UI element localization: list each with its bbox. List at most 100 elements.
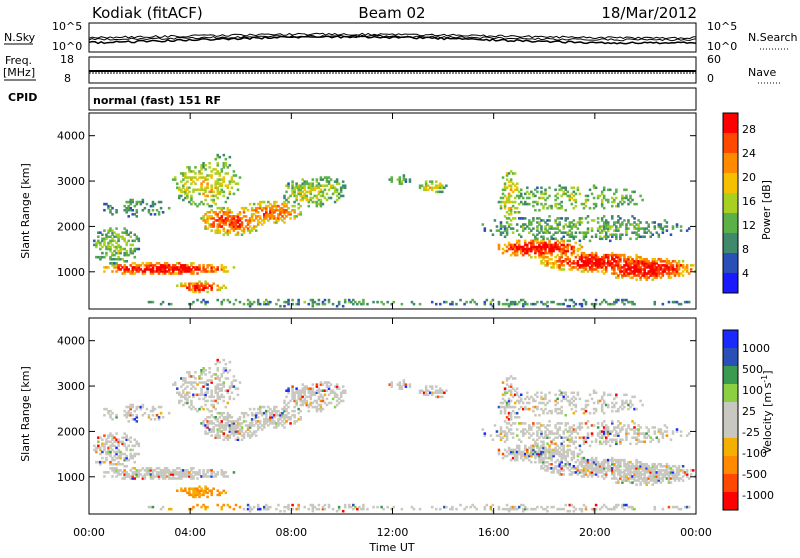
power-cell (227, 197, 230, 200)
power-cell (629, 195, 632, 198)
velocity-cell (223, 432, 226, 435)
velocity-cell (344, 504, 347, 507)
power-cell (609, 189, 612, 192)
velocity-cell (492, 504, 495, 507)
power-cell (587, 227, 590, 230)
velocity-cell (103, 475, 106, 478)
velocity-cell (536, 506, 539, 509)
power-cell (283, 195, 286, 198)
velocity-cell (206, 383, 209, 386)
velocity-cell (516, 387, 519, 390)
velocity-cell (439, 508, 442, 511)
velocity-cell (299, 410, 302, 413)
power-cell (291, 180, 294, 183)
velocity-cell (318, 504, 321, 507)
power-cell (573, 246, 576, 249)
velocity-cell (564, 504, 567, 507)
power-cell (287, 299, 290, 302)
velocity-cell (548, 424, 551, 427)
velocity-cell (227, 402, 230, 405)
velocity-cell (587, 426, 590, 429)
power-cell (312, 178, 315, 181)
power-cell (287, 201, 290, 204)
velocity-cell (619, 422, 622, 425)
velocity-cell (516, 434, 519, 437)
velocity-cell (575, 508, 578, 511)
power-cell (202, 203, 205, 206)
power-cell (647, 223, 650, 226)
power-cell (666, 225, 669, 228)
power-cell (344, 299, 347, 302)
velocity-cell (512, 432, 515, 435)
power-cell (146, 203, 149, 206)
power-cell (243, 303, 246, 306)
velocity-cell (615, 402, 618, 405)
velocity-cell (324, 504, 327, 507)
power-cell (218, 156, 221, 159)
velocity-cell (603, 412, 606, 415)
velocity-cell (567, 396, 570, 399)
y-tick-label: 4000 (57, 130, 85, 143)
velocity-cell (617, 504, 620, 507)
power-cell (502, 176, 505, 179)
power-cell (202, 264, 205, 267)
power-cell (287, 207, 290, 210)
power-cell (366, 303, 369, 306)
power-cell (255, 229, 258, 232)
velocity-cell (138, 453, 141, 456)
velocity-cell (255, 434, 258, 437)
power-cell (206, 301, 209, 304)
power-cell (556, 193, 559, 196)
nave-label: Nave (748, 66, 776, 79)
velocity-cell (342, 510, 345, 513)
velocity-cell (510, 383, 513, 386)
velocity-cell (206, 400, 209, 403)
power-cell (595, 187, 598, 190)
power-cell (237, 189, 240, 192)
power-cell (239, 211, 242, 214)
power-cell (144, 207, 147, 210)
power-cell (676, 223, 679, 226)
power-cell (318, 299, 321, 302)
velocity-cell (496, 430, 499, 433)
power-cell (532, 227, 535, 230)
velocity-cell (562, 445, 565, 448)
velocity-cell (293, 414, 296, 417)
power-cell (277, 299, 280, 302)
velocity-cell (500, 426, 503, 429)
velocity-cell (330, 383, 333, 386)
power-cell (534, 256, 537, 259)
velocity-cell (227, 475, 230, 478)
power-cell (641, 199, 644, 202)
velocity-cell (607, 404, 610, 407)
power-cell (235, 299, 238, 302)
power-cell (233, 170, 236, 173)
power-cell (162, 211, 165, 214)
velocity-cell (607, 426, 610, 429)
velocity-cell (538, 414, 541, 417)
velocity-cell (243, 508, 246, 511)
power-cell (516, 207, 519, 210)
power-cell (542, 236, 545, 239)
velocity-cell (516, 412, 519, 415)
velocity-cell (409, 383, 412, 386)
velocity-cell (229, 506, 232, 509)
velocity-cell (520, 398, 523, 401)
power-cell (405, 178, 408, 181)
power-cell (297, 299, 300, 302)
velocity-cell (160, 406, 163, 409)
power-cell (212, 282, 215, 285)
power-cell (617, 299, 620, 302)
power-cell (500, 205, 503, 208)
velocity-cell (431, 385, 434, 388)
power-cell (506, 299, 509, 302)
power-cell (623, 201, 626, 204)
power-cell (692, 264, 695, 267)
power-cell (223, 207, 226, 210)
power-cell (534, 209, 537, 212)
power-cell (623, 254, 626, 257)
power-cell (176, 285, 179, 288)
velocity-cell (591, 432, 594, 435)
velocity-cell (170, 508, 173, 511)
power-cell (131, 209, 134, 212)
